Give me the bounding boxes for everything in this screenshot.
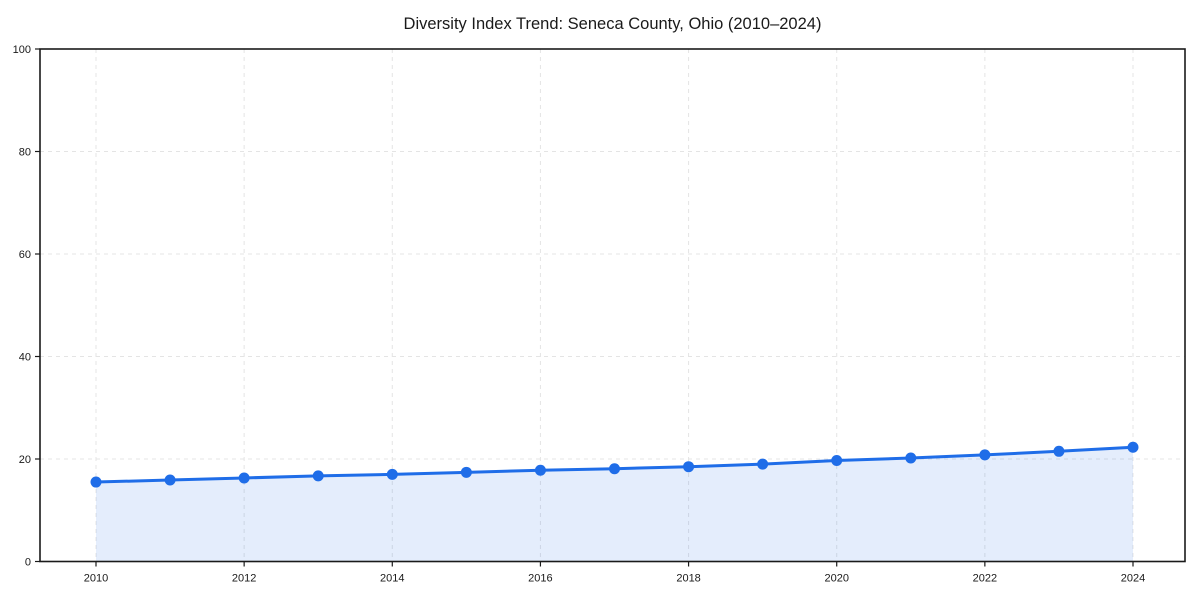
chart-title: Diversity Index Trend: Seneca County, Oh… xyxy=(404,15,822,33)
data-point-2012 xyxy=(238,472,250,484)
y-axis: 0 20 40 60 80 100 xyxy=(13,44,40,569)
data-point-2013 xyxy=(312,470,324,482)
data-point-2020 xyxy=(831,455,843,467)
x-axis: 2010 2012 2014 2016 2018 2020 2022 2024 xyxy=(84,561,1145,585)
data-point-2017 xyxy=(609,463,620,475)
data-point-2024 xyxy=(1127,441,1139,453)
y-tick-label: 20 xyxy=(19,454,31,466)
data-point-markers xyxy=(90,441,1139,488)
y-tick-label: 60 xyxy=(19,249,31,261)
gridlines xyxy=(40,49,1185,562)
x-tick-label: 2016 xyxy=(528,573,552,585)
x-tick-label: 2022 xyxy=(973,573,997,585)
x-tick-label: 2010 xyxy=(84,573,108,585)
x-tick-label: 2014 xyxy=(380,573,404,585)
data-point-2014 xyxy=(386,468,398,480)
x-tick-label: 2012 xyxy=(232,573,256,585)
data-point-2015 xyxy=(460,466,472,478)
data-point-2011 xyxy=(164,474,176,486)
x-tick-label: 2020 xyxy=(824,573,848,585)
y-tick-label: 80 xyxy=(19,147,31,159)
y-tick-label: 100 xyxy=(13,44,31,56)
data-point-2019 xyxy=(757,458,769,470)
x-tick-label: 2018 xyxy=(676,573,700,585)
data-point-2010 xyxy=(90,476,102,488)
data-point-2022 xyxy=(979,449,991,461)
data-point-2018 xyxy=(683,461,695,473)
data-point-2023 xyxy=(1053,445,1065,457)
y-tick-label: 0 xyxy=(25,557,31,569)
y-tick-label: 40 xyxy=(19,352,31,364)
data-point-2021 xyxy=(905,452,917,464)
data-point-2016 xyxy=(534,464,546,476)
x-tick-label: 2024 xyxy=(1121,573,1145,585)
plot-border xyxy=(39,48,1186,563)
